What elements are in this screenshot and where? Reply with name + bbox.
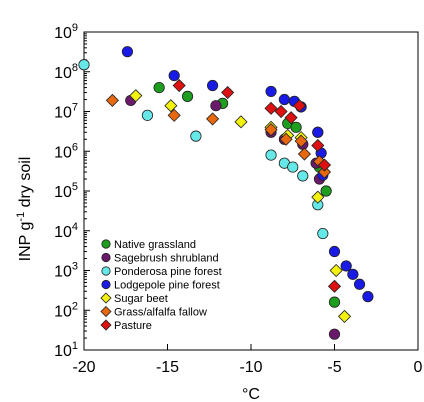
legend-label-lodgepole-pine-forest: Lodgepole pine forest (114, 280, 220, 292)
point-pasture (221, 85, 235, 100)
point-native-grassland (153, 81, 165, 94)
point-pasture (317, 158, 332, 172)
point-native-grassland (328, 296, 341, 308)
point-grass-alfalfa-fallow (167, 108, 181, 122)
point-lodgepole-pine-forest (278, 93, 290, 106)
x-axis-label: °C (242, 386, 260, 402)
point-native-grassland (290, 121, 302, 133)
y-axis-ticks: 101 102 103 104 105 106 107 108 109 (54, 22, 90, 360)
x-tick-label: -15 (156, 359, 179, 376)
point-pasture (264, 101, 278, 115)
y-tick-label: 102 (54, 300, 78, 320)
y-tick-label: 104 (54, 221, 78, 241)
legend-marker-sagebrush-shrubland (101, 252, 111, 263)
legend-marker-grass-alfalfa-fallow (100, 305, 112, 318)
point-pasture (292, 99, 306, 113)
legend-label-ponderosa-pine-forest: Ponderosa pine forest (114, 266, 222, 278)
point-sagebrush-shrubland (328, 328, 341, 340)
point-grass-alfalfa-fallow (105, 93, 119, 107)
point-ponderosa-pine-forest (141, 109, 154, 121)
y-tick-label: 105 (54, 181, 78, 201)
legend: Native grassland Sagebrush shrublandPonde… (100, 239, 222, 332)
legend-marker-native-grassland (101, 239, 111, 249)
legend-label-pasture: Pasture (114, 320, 152, 332)
legend-label-grass-alfalfa-fallow: Grass/alfalfa fallow (114, 307, 207, 319)
x-tick-label: 0 (414, 359, 423, 376)
y-axis-label: INP g-1 dry soil (15, 157, 34, 262)
legend-marker-lodgepole-pine-forest (101, 279, 111, 290)
series-ponderosa-pine-forest (78, 59, 329, 240)
point-sugar-beet (129, 89, 143, 103)
point-pasture (327, 279, 342, 293)
point-lodgepole-pine-forest (168, 70, 180, 82)
point-lodgepole-pine-forest (328, 245, 341, 258)
point-grass-alfalfa-fallow (294, 134, 308, 148)
point-sugar-beet (329, 263, 343, 278)
point-lodgepole-pine-forest (312, 126, 324, 138)
point-lodgepole-pine-forest (206, 79, 219, 92)
legend-marker-sugar-beet (100, 292, 112, 304)
point-sugar-beet (234, 115, 248, 129)
y-tick-label: 106 (54, 141, 78, 161)
point-ponderosa-pine-forest (190, 130, 202, 142)
point-lodgepole-pine-forest (362, 291, 374, 303)
point-lodgepole-pine-forest (353, 278, 366, 290)
point-native-grassland (181, 90, 194, 102)
point-grass-alfalfa-fallow (264, 123, 278, 137)
point-pasture (284, 111, 298, 125)
legend-label-native-grassland: Native grassland (114, 239, 196, 251)
point-lodgepole-pine-forest (265, 85, 277, 98)
y-tick-label: 108 (54, 62, 78, 82)
point-sugar-beet (311, 190, 325, 204)
point-grass-alfalfa-fallow (297, 147, 312, 161)
point-ponderosa-pine-forest (78, 59, 90, 71)
y-axis-label-unit: dry soil (17, 157, 34, 212)
x-axis-ticks: -20 -15 -10 -5 0 (72, 344, 423, 376)
legend-label-sagebrush-shrubland: Sagebrush shrubland (114, 253, 219, 265)
point-pasture (274, 104, 288, 119)
y-tick-label: 109 (54, 22, 78, 42)
point-lodgepole-pine-forest (121, 46, 134, 58)
point-sugar-beet (164, 99, 178, 113)
y-tick-label: 107 (54, 102, 78, 122)
point-ponderosa-pine-forest (297, 170, 309, 182)
point-grass-alfalfa-fallow (317, 165, 332, 179)
y-axis-label-exponent: -1 (15, 212, 27, 222)
point-pasture (311, 138, 325, 153)
x-tick-label: -5 (327, 359, 341, 376)
legend-label-sugar-beet: Sugar beet (114, 293, 168, 305)
y-tick-label: 103 (54, 261, 78, 281)
legend-marker-ponderosa-pine-forest (101, 266, 111, 276)
point-pasture (172, 78, 186, 93)
series-pasture (172, 78, 342, 293)
data-points (78, 46, 374, 340)
point-ponderosa-pine-forest (287, 161, 299, 173)
point-sagebrush-shrubland (210, 100, 222, 112)
legend-marker-pasture (100, 319, 112, 331)
y-tick-label: 101 (54, 340, 78, 360)
x-tick-label: -10 (239, 359, 262, 376)
point-ponderosa-pine-forest (317, 227, 329, 240)
y-axis-label-main: INP g (17, 222, 34, 262)
point-sugar-beet (337, 309, 352, 323)
x-tick-label: -20 (72, 359, 95, 376)
point-lodgepole-pine-forest (340, 260, 352, 272)
point-lodgepole-pine-forest (347, 268, 359, 280)
point-native-grassland (320, 185, 332, 197)
point-ponderosa-pine-forest (265, 149, 277, 161)
point-grass-alfalfa-fallow (206, 112, 220, 126)
point-grass-alfalfa-fallow (279, 132, 293, 146)
